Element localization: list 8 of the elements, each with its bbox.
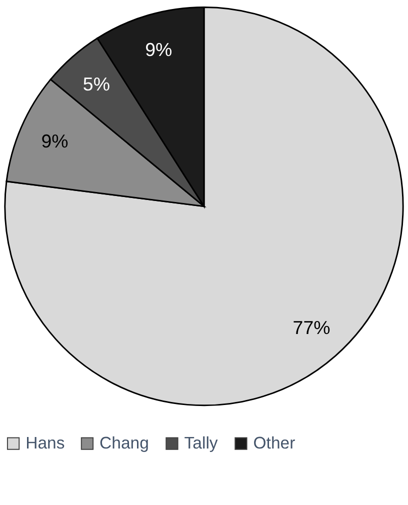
slice-label: Hans xyxy=(26,434,65,452)
legend-label: Tally xyxy=(184,434,218,452)
data-label: 9% xyxy=(41,130,68,152)
data-label: 9% xyxy=(145,39,172,60)
data-label: 5% xyxy=(82,73,110,94)
legend-label: Chang xyxy=(100,434,149,452)
legend-label: Other xyxy=(253,434,296,452)
data-label: 77% xyxy=(292,317,330,338)
